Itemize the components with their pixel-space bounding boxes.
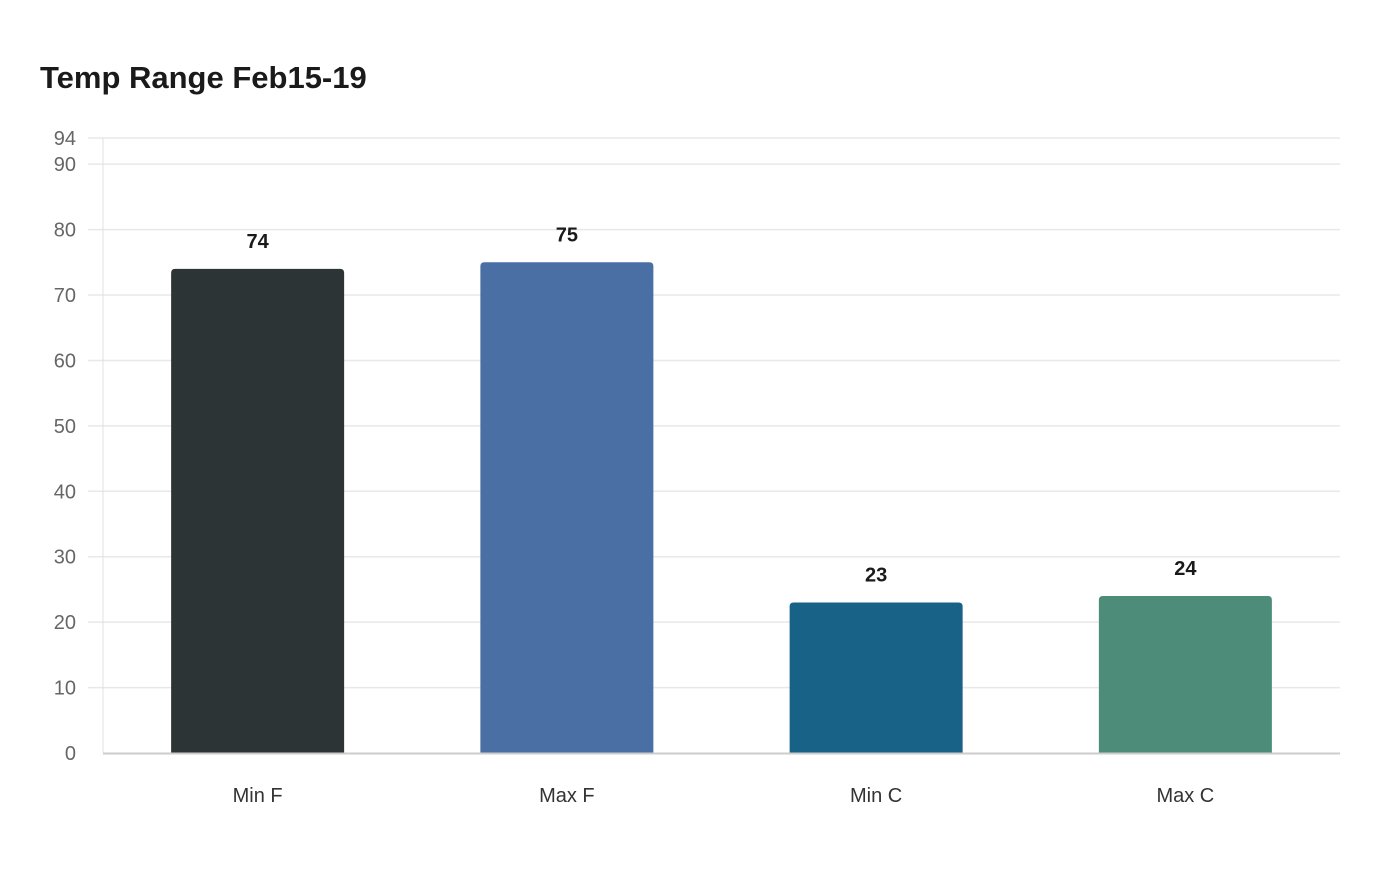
y-tick-label: 60 [54, 350, 76, 372]
y-tick-label: 30 [54, 547, 76, 569]
y-tick-label: 10 [54, 678, 76, 700]
bar-min-f [171, 268, 345, 753]
bar-max-c [1098, 595, 1272, 753]
data-label: 23 [865, 565, 887, 587]
data-label: 24 [1174, 558, 1197, 580]
x-tick-label: Min F [233, 785, 283, 807]
bar-min-c [789, 602, 963, 753]
data-label: 74 [247, 231, 270, 253]
y-tick-label: 40 [54, 481, 76, 503]
y-tick-label: 50 [54, 416, 76, 438]
y-tick-label: 20 [54, 612, 76, 634]
chart-title: Temp Range Feb15-19 [40, 60, 367, 95]
y-tick-label: 90 [54, 154, 76, 176]
x-tick-label: Max C [1156, 785, 1214, 807]
x-tick-label: Min C [850, 785, 902, 807]
x-tick-label: Max F [539, 785, 595, 807]
y-tick-label: 94 [54, 128, 76, 150]
data-label: 75 [556, 224, 578, 246]
y-tick-label: 70 [54, 285, 76, 307]
y-tick-label: 0 [65, 743, 76, 765]
bar-max-f [480, 262, 654, 753]
y-tick-label: 80 [54, 220, 76, 242]
